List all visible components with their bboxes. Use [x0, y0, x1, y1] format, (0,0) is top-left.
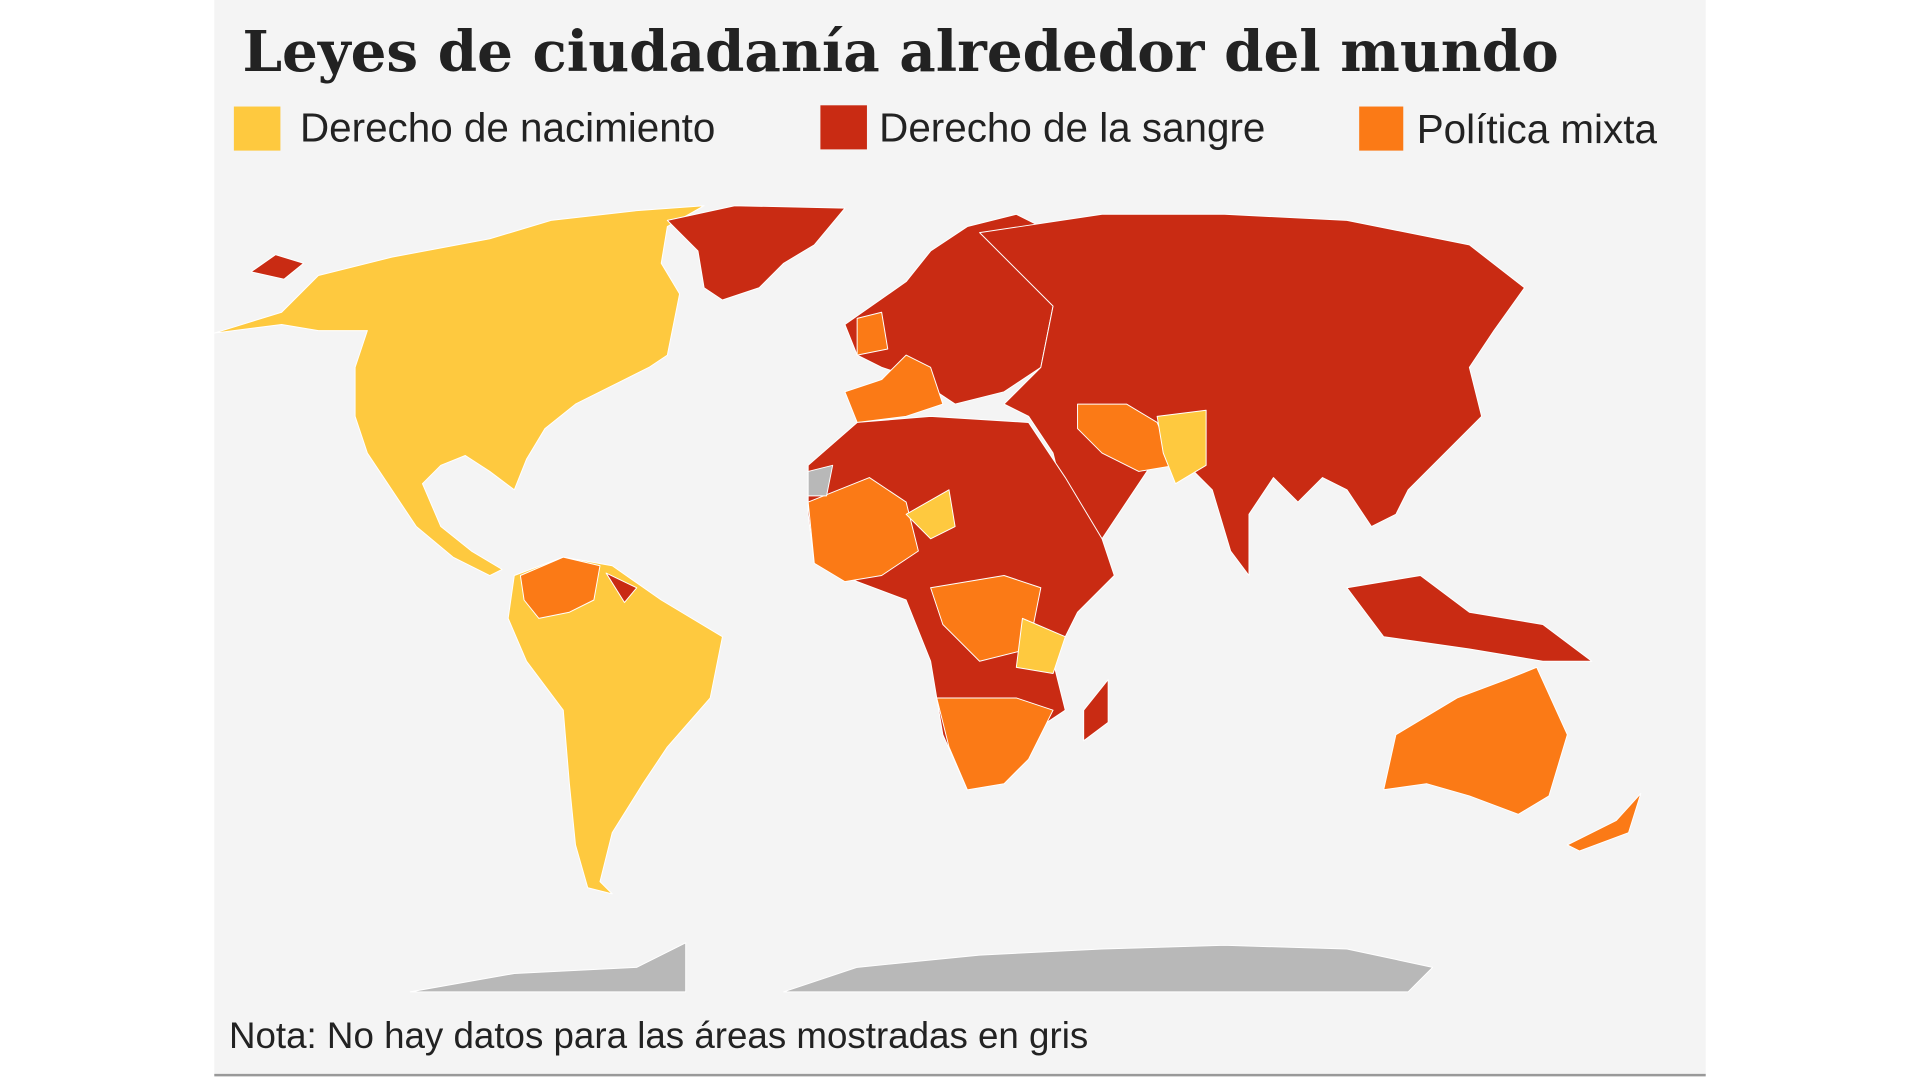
- legend-label: Derecho de nacimiento: [300, 105, 715, 151]
- southeast-asia-islands: [1346, 575, 1593, 662]
- colombia-venezuela: [519, 556, 601, 619]
- southern-africa: [936, 697, 1054, 791]
- greenland: [666, 205, 846, 301]
- legend-label: Derecho de la sangre: [879, 105, 1265, 151]
- legend-swatch: [1359, 106, 1404, 151]
- legend-swatch: [233, 106, 281, 151]
- french-guiana: [605, 572, 638, 603]
- note: Nota: No hay datos para las áreas mostra…: [229, 1015, 1088, 1056]
- west-africa-birthright: [905, 489, 956, 540]
- antarctica-west: [409, 942, 687, 993]
- world-map: [213, 205, 1642, 993]
- antarctica-east: [783, 944, 1434, 993]
- madagascar: [1083, 679, 1109, 742]
- title: Leyes de ciudadanía alrededor del mundo: [242, 19, 1558, 85]
- iran: [1077, 403, 1176, 472]
- uk-ireland: [856, 311, 889, 356]
- alaska-islands: [250, 254, 305, 280]
- south-america: [507, 556, 723, 895]
- east-africa: [1015, 617, 1066, 674]
- western-sahara: [807, 464, 834, 497]
- australia: [1383, 666, 1568, 815]
- afghanistan-pakistan: [1156, 409, 1207, 485]
- legend-swatch: [820, 105, 867, 150]
- legend-label: Política mixta: [1417, 106, 1658, 152]
- new-zealand: [1566, 792, 1642, 852]
- north-america: [213, 205, 705, 576]
- west-africa: [807, 477, 919, 583]
